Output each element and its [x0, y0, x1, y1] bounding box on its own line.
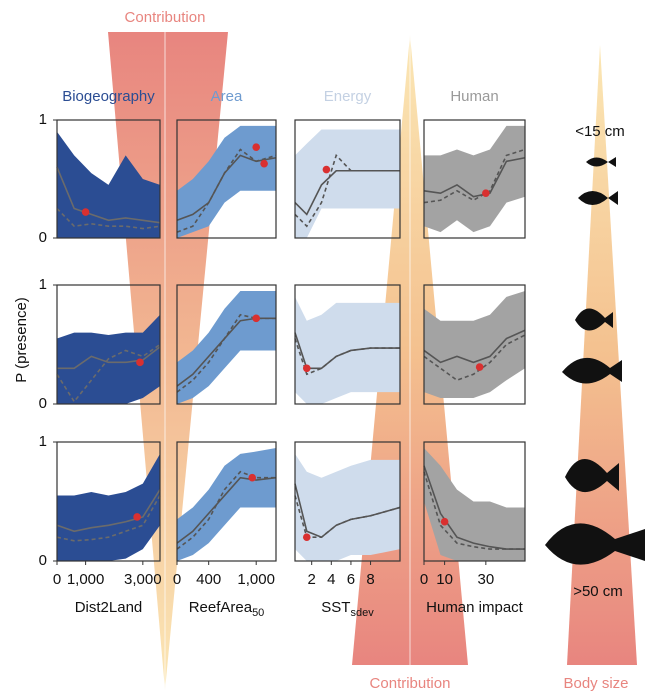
confidence-band: [424, 447, 525, 561]
x-axis-label-sub: 50: [252, 607, 264, 619]
dashed-line: [294, 338, 400, 376]
dashed-line: [56, 207, 161, 230]
x-axis-label-sub: sdev: [350, 607, 374, 619]
panel-frame: [294, 441, 401, 562]
x-tick-label: 4: [327, 571, 335, 588]
marker-point: [260, 159, 268, 168]
marker-point: [136, 358, 144, 367]
x-axis-label-main: ReefArea: [189, 599, 253, 616]
x-axis-label: ReefArea50: [189, 599, 265, 619]
x-tick-label: 3,000: [124, 571, 162, 588]
marker-point: [440, 517, 449, 526]
dashed-line: [423, 148, 526, 204]
fish-icons: [545, 157, 645, 565]
fitted-line: [56, 489, 161, 533]
x-axis-label-main: SST: [321, 599, 350, 616]
body-size-wedge: [567, 45, 637, 665]
marker-point: [302, 533, 311, 541]
size-label: >50 cm: [573, 583, 623, 600]
x-tick-label: 6: [347, 571, 355, 588]
confidence-band: [424, 125, 525, 233]
x-axis-label: SSTsdev: [321, 599, 374, 619]
column-title: Biogeography: [62, 88, 155, 105]
x-tick-label: 1,000: [67, 571, 105, 588]
marker-point: [475, 363, 484, 371]
confidence-band: [295, 129, 400, 238]
panel-frame: [56, 441, 161, 562]
x-tick-label: 30: [477, 571, 494, 588]
x-axis-label-main: Human impact: [426, 599, 524, 616]
y-tick-label: 0: [39, 395, 47, 412]
contribution-label: Contribution: [370, 675, 451, 692]
x-tick-label: 2: [308, 571, 316, 588]
dashed-line: [176, 148, 277, 233]
y-tick-label: 1: [39, 276, 47, 293]
x-tick-label: 10: [436, 571, 453, 588]
body-size-label: Body size: [563, 675, 628, 692]
fish: [562, 357, 622, 384]
y-tick-label: 0: [39, 552, 47, 569]
column-title: Human: [450, 88, 498, 105]
y-axis-label: P (presence): [13, 297, 30, 383]
confidence-band: [177, 125, 276, 238]
dashed-line: [176, 313, 276, 393]
panel-frame: [56, 119, 161, 239]
x-axis-label-main: Dist2Land: [75, 599, 143, 616]
x-axis-label: Dist2Land: [75, 599, 143, 616]
marker-point: [482, 189, 490, 197]
x-tick-label: 0: [420, 571, 428, 588]
confidence-band: [57, 453, 160, 561]
fitted-line: [176, 476, 277, 544]
panel-frame: [176, 441, 277, 562]
fitted-line: [423, 156, 526, 198]
confidence-band: [424, 290, 525, 399]
confidence-band: [295, 453, 400, 561]
x-axis-label: Human impact: [426, 599, 524, 616]
y-tick-label: 1: [39, 433, 47, 450]
marker-point: [302, 364, 311, 373]
marker-point: [322, 165, 331, 174]
panel-frame: [423, 441, 526, 562]
y-tick-label: 0: [39, 229, 47, 246]
panel-frame: [294, 284, 401, 405]
x-tick-label: 400: [196, 571, 221, 588]
fitted-line: [423, 329, 526, 364]
dashed-line: [423, 334, 526, 382]
dashed-line: [56, 343, 161, 403]
fish: [578, 191, 618, 205]
panel-frame: [294, 119, 401, 239]
panel-frame: [423, 119, 526, 239]
marker-point: [248, 473, 257, 482]
contribution-label: Contribution: [125, 9, 206, 26]
marker-point: [252, 143, 260, 151]
panel-frame: [56, 284, 161, 405]
x-tick-label: 0: [53, 571, 61, 588]
panel-frame: [423, 284, 526, 405]
fitted-line: [423, 465, 525, 550]
fish: [575, 308, 613, 331]
column-title: Energy: [324, 88, 372, 105]
dashed-line: [423, 471, 525, 550]
marker-point: [81, 208, 90, 216]
fitted-line: [56, 166, 161, 224]
x-tick-label: 0: [173, 571, 181, 588]
y-tick-label: 1: [39, 111, 47, 128]
fish: [545, 523, 645, 565]
marker-point: [252, 314, 260, 323]
column-title: Area: [211, 88, 243, 105]
dashed-line: [294, 153, 400, 228]
dashed-line: [56, 495, 161, 542]
confidence-band: [295, 296, 400, 404]
x-tick-label: 1,000: [237, 571, 275, 588]
x-tick-label: 8: [366, 571, 374, 588]
confidence-band: [177, 447, 276, 561]
panel-frame: [176, 284, 277, 405]
dashed-line: [176, 470, 276, 550]
marker-point: [133, 513, 141, 521]
fish: [586, 157, 616, 167]
panel-frame: [176, 119, 277, 239]
size-label: <15 cm: [575, 123, 625, 140]
fish: [565, 458, 619, 493]
